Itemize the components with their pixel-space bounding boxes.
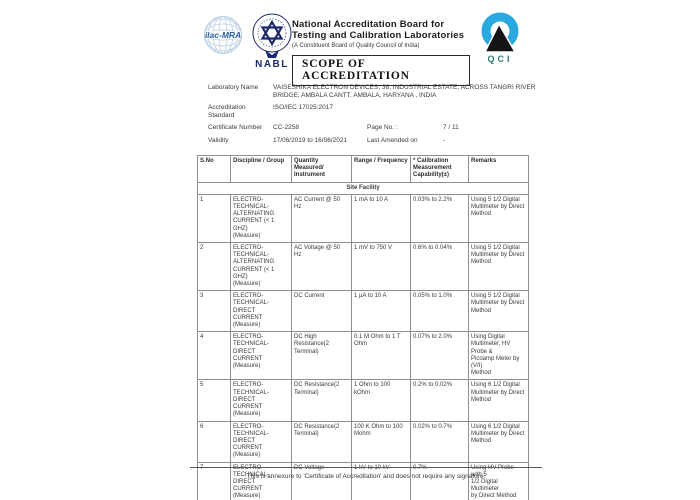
accreditation-standard-label: Accreditation Standard bbox=[208, 104, 246, 119]
cell-range: 0.1 M Ohm to 1 T Ohm bbox=[351, 331, 411, 381]
cell-quantity: AC Current @ 50 Hz bbox=[291, 193, 352, 244]
scope-table: S.No Discipline / Group Quantity Measure… bbox=[197, 155, 529, 500]
cell-remarks: Using 6 1/2 Digital Multimeter by Direct… bbox=[468, 379, 529, 422]
table-header-row: S.No Discipline / Group Quantity Measure… bbox=[197, 155, 529, 183]
org-subtitle: (A Constituent Board of Quality Council … bbox=[292, 43, 420, 49]
cell-discipline: ELECTRO- TECHNICAL- ALTERNATING CURRENT … bbox=[230, 242, 292, 292]
cell-range: 1 µA to 10 A bbox=[351, 290, 411, 333]
section-row: Site Facility bbox=[197, 181, 529, 195]
cell-cmc: 0.6% to 0.04% bbox=[410, 242, 469, 292]
page-no-value: 7 / 11 bbox=[443, 124, 459, 131]
cell-discipline: ELECTRO- TECHNICAL- DIRECT CURRENT (Meas… bbox=[230, 331, 292, 381]
cell-quantity: DC Resistance(2 Terminal) bbox=[291, 420, 352, 463]
cell-remarks: Using 5 1/2 Digital Multimeter by Direct… bbox=[468, 290, 529, 333]
cell-remarks: Using 5 1/2 Digital Multimeter by Direct… bbox=[468, 193, 529, 244]
meta-row-laboratory-name: Laboratory Name VAISESHIKA ELECTRON DEVI… bbox=[208, 84, 538, 99]
meta-row-validity: Validity 17/06/2019 to 16/06/2021 Last A… bbox=[208, 137, 538, 145]
col-header-sno: S.No bbox=[197, 155, 231, 183]
annexure-note: This is annexure to 'Certificate of Accr… bbox=[190, 467, 542, 480]
cell-quantity: DC Resistance(2 Terminal) bbox=[291, 379, 352, 422]
ilac-mra-label: ilac-MRA bbox=[205, 30, 241, 40]
cell-cmc: 0.07% to 2.0% bbox=[410, 331, 469, 381]
last-amended-label: Last Amended on bbox=[367, 136, 418, 144]
cell-quantity: DC Current bbox=[291, 290, 352, 333]
cell-quantity: AC Voltage @ 50 Hz bbox=[291, 242, 352, 292]
nabl-logo: NABL bbox=[252, 13, 292, 69]
laboratory-name-value: VAISESHIKA ELECTRON DEVICES, 38, INDUSTR… bbox=[273, 84, 536, 99]
cell-discipline: ELECTRO- TECHNICAL- DIRECT CURRENT (Meas… bbox=[230, 420, 292, 463]
last-amended-value: - bbox=[443, 136, 446, 144]
cell-remarks: Using 5 1/2 Digital Multimeter by Direct… bbox=[468, 242, 529, 292]
cell-discipline: ELECTRO- TECHNICAL- DIRECT CURRENT (Meas… bbox=[230, 379, 292, 422]
col-header-discipline: Discipline / Group bbox=[230, 155, 292, 183]
cell-cmc: 0.03% to 2.2% bbox=[410, 193, 469, 244]
cell-quantity: DC High Resistance(2 Terminal) bbox=[291, 331, 352, 381]
cell-sno: 4 bbox=[197, 331, 231, 381]
cell-cmc: 0.02% to 0.7% bbox=[410, 420, 469, 463]
section-title: Site Facility bbox=[197, 181, 529, 195]
meta-row-certificate-number: Certificate Number CC-2258 Page No. : 7 … bbox=[208, 124, 538, 132]
cell-sno: 6 bbox=[197, 420, 231, 463]
table-row: 1 ELECTRO- TECHNICAL- ALTERNATING CURREN… bbox=[197, 193, 529, 244]
cell-cmc: 0.2% to 0.02% bbox=[410, 379, 469, 422]
cell-cmc: 0.05% to 1.0% bbox=[410, 290, 469, 333]
certificate-number-value: CC-2258 bbox=[273, 124, 300, 131]
col-header-quantity: Quantity Measured/ Instrument bbox=[291, 155, 352, 183]
scope-of-accreditation-title: SCOPE OF ACCREDITATION bbox=[292, 55, 470, 86]
cell-sno: 5 bbox=[197, 379, 231, 422]
page-no-label: Page No. : bbox=[367, 124, 398, 131]
qci-label: QCI bbox=[487, 54, 512, 64]
table-row: 4 ELECTRO- TECHNICAL- DIRECT CURRENT (Me… bbox=[197, 331, 529, 381]
cell-range: 100 K Ohm to 100 Mohm bbox=[351, 420, 411, 463]
qci-logo: QCI bbox=[481, 12, 519, 64]
cell-sno: 2 bbox=[197, 242, 231, 292]
org-name-line2: Testing and Calibration Laboratories bbox=[292, 30, 465, 41]
table-row: 5 ELECTRO- TECHNICAL- DIRECT CURRENT (Me… bbox=[197, 379, 529, 422]
certificate-metadata: Laboratory Name VAISESHIKA ELECTRON DEVI… bbox=[208, 84, 538, 149]
table-row: 6 ELECTRO- TECHNICAL- DIRECT CURRENT (Me… bbox=[197, 420, 529, 463]
cell-remarks: Using Digital Multimeter, HV Probe & Pic… bbox=[468, 331, 529, 381]
cell-discipline: ELECTRO- TECHNICAL- ALTERNATING CURRENT … bbox=[230, 193, 292, 244]
laboratory-name-label: Laboratory Name bbox=[208, 84, 259, 91]
cell-range: 1 mA to 10 A bbox=[351, 193, 411, 244]
cell-sno: 1 bbox=[197, 193, 231, 244]
cell-remarks: Using 6 1/2 Digital Multimeter by Direct… bbox=[468, 420, 529, 463]
certificate-number-label: Certificate Number bbox=[208, 124, 263, 131]
cell-sno: 3 bbox=[197, 290, 231, 333]
accreditation-standard-value: ISO/IEC 17025:2017 bbox=[273, 104, 333, 111]
header-title-block: National Accreditation Board for Testing… bbox=[292, 19, 470, 86]
col-header-remarks: Remarks bbox=[468, 155, 529, 183]
meta-row-accreditation-standard: Accreditation Standard ISO/IEC 17025:201… bbox=[208, 104, 538, 119]
validity-label: Validity bbox=[208, 136, 229, 144]
col-header-range: Range / Frequency bbox=[351, 155, 411, 183]
org-name-line1: National Accreditation Board for bbox=[292, 19, 445, 30]
cell-discipline: ELECTRO- TECHNICAL- DIRECT CURRENT (Meas… bbox=[230, 290, 292, 333]
col-header-cmc: * Calibration Measurement Capability(±) bbox=[410, 155, 469, 183]
table-row: 3 ELECTRO- TECHNICAL- DIRECT CURRENT (Me… bbox=[197, 290, 529, 333]
cell-range: 1 Ohm to 100 kOhm bbox=[351, 379, 411, 422]
cell-range: 1 mV to 750 V bbox=[351, 242, 411, 292]
ilac-mra-logo: ilac-MRA bbox=[204, 16, 242, 54]
nabl-label: NABL bbox=[255, 59, 289, 69]
table-row: 2 ELECTRO- TECHNICAL- ALTERNATING CURREN… bbox=[197, 242, 529, 292]
validity-value: 17/06/2019 to 16/06/2021 bbox=[273, 136, 348, 144]
